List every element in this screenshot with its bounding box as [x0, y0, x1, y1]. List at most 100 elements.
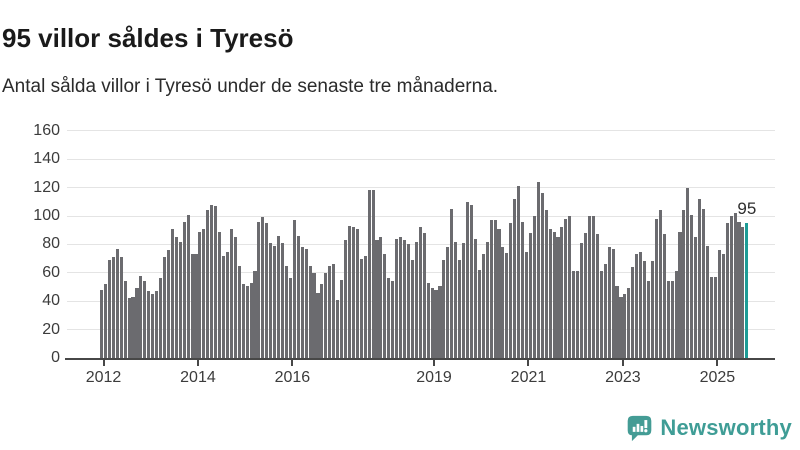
- bar: [603, 264, 607, 358]
- bar: [717, 250, 721, 358]
- bar: [395, 238, 399, 358]
- x-axis-tick: [196, 360, 199, 366]
- bar: [218, 231, 222, 358]
- y-gridline: [67, 130, 775, 132]
- bar: [367, 190, 371, 358]
- bar: [729, 216, 733, 358]
- bar: [686, 187, 690, 358]
- y-axis-tick-label: 40: [42, 292, 60, 310]
- bar: [458, 260, 462, 358]
- bar: [627, 288, 631, 358]
- bar: [186, 214, 190, 358]
- bar: [670, 281, 674, 358]
- bar: [560, 227, 564, 358]
- bar: [473, 238, 477, 358]
- bar: [643, 261, 647, 358]
- y-axis-tick-label: 0: [51, 349, 60, 366]
- bar: [595, 234, 599, 358]
- bar: [143, 281, 147, 358]
- bar: [682, 210, 686, 358]
- bar: [611, 248, 615, 358]
- bar: [198, 231, 202, 358]
- bar: [548, 228, 552, 358]
- y-axis-tick-label: 120: [33, 178, 60, 196]
- bar: [159, 278, 163, 358]
- bar: [552, 231, 556, 358]
- bar: [741, 227, 745, 358]
- bar: [493, 220, 497, 358]
- x-axis-tick-label: 2019: [416, 369, 452, 386]
- bar: [387, 278, 391, 358]
- bar: [383, 254, 387, 358]
- bar: [509, 223, 513, 358]
- bar: [521, 221, 525, 358]
- newsworthy-wordmark: Newsworthy: [660, 415, 792, 440]
- bar: [103, 284, 108, 358]
- bar: [540, 193, 544, 358]
- bar: [705, 245, 710, 358]
- bar: [162, 257, 167, 358]
- bar: [170, 228, 174, 358]
- bar: [662, 234, 666, 358]
- bar: [580, 242, 584, 358]
- x-axis-line: [65, 358, 775, 360]
- bar: [406, 244, 411, 358]
- bar: [465, 201, 470, 358]
- bar: [166, 250, 170, 358]
- bar: [233, 237, 237, 358]
- bar: [269, 242, 273, 358]
- bar: [517, 186, 521, 358]
- bar: [115, 248, 119, 358]
- bar: [139, 275, 143, 358]
- bar: [304, 248, 308, 358]
- bar: [111, 257, 115, 358]
- bar: [635, 254, 639, 358]
- bar: [245, 285, 249, 358]
- bar: [316, 292, 320, 358]
- x-axis-tick: [716, 360, 719, 366]
- bar: [725, 223, 729, 358]
- bar: [564, 218, 568, 358]
- bar: [674, 271, 678, 358]
- bar: [485, 241, 489, 358]
- bar: [528, 233, 532, 358]
- bar: [584, 233, 588, 358]
- bar-chart: 0 20 40 60 80 100 120 140 160 2012 2014 2016 2019 202…: [33, 121, 775, 386]
- bar: [107, 260, 111, 358]
- bar: [713, 277, 717, 358]
- bar: [135, 288, 139, 358]
- bar: [450, 208, 454, 358]
- bar: [544, 210, 548, 358]
- bar: [438, 285, 442, 358]
- bar: [131, 296, 135, 358]
- bar: [221, 255, 226, 358]
- bar: [308, 265, 312, 358]
- y-axis-tick-label: 160: [33, 121, 60, 139]
- bar: [174, 237, 178, 358]
- bar: [402, 240, 407, 358]
- bar: [422, 233, 426, 358]
- y-gridline: [67, 187, 775, 189]
- bar: [737, 221, 741, 358]
- bar: [151, 294, 155, 358]
- x-axis-tick-label: 2014: [180, 369, 216, 386]
- bar: [210, 204, 214, 358]
- bar: [702, 208, 706, 358]
- x-axis-tick: [527, 360, 530, 366]
- bar: [658, 210, 662, 358]
- bar: [100, 289, 104, 358]
- bar: [178, 241, 182, 358]
- bar: [155, 291, 159, 358]
- x-axis-tick: [102, 360, 105, 366]
- bar: [237, 265, 241, 358]
- bar: [194, 254, 198, 358]
- bar: [320, 284, 324, 358]
- bar: [312, 272, 316, 358]
- bar: [615, 285, 619, 358]
- bar: [265, 223, 269, 358]
- bar: [351, 227, 355, 358]
- y-gridline: [67, 215, 775, 217]
- bar: [332, 264, 336, 358]
- bar: [202, 228, 206, 358]
- last-value-label: 95: [737, 199, 757, 219]
